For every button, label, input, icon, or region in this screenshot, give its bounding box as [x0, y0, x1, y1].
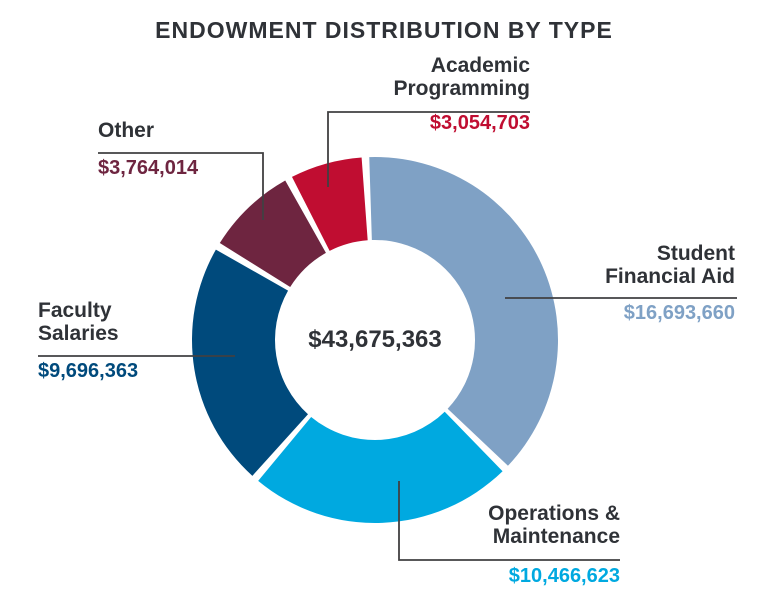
leader-line-academic-programming: [327, 111, 530, 187]
callout-label-line2: Maintenance: [492, 525, 620, 548]
callout-faculty-salaries: Faculty Salaries $9,696,363: [38, 299, 138, 382]
callout-value: $10,466,623: [508, 565, 620, 587]
callout-label-line2: Financial Aid: [605, 265, 735, 288]
donut-segment-operations_maintenance: [258, 411, 503, 524]
callout-value: $3,764,014: [98, 157, 199, 179]
callout-label: Student Financial Aid: [605, 242, 735, 288]
leader-line-other: [98, 152, 264, 220]
callout-value: $3,054,703: [429, 112, 530, 134]
callout-label-line2: Salaries: [38, 322, 119, 345]
callout-label-line1: Student: [656, 242, 735, 265]
donut-segment-academic_programming: [291, 157, 368, 251]
callout-label-line1: Other: [98, 119, 155, 142]
donut-segment-student_financial_aid: [369, 156, 558, 466]
leader-line-operations-maintenance: [398, 481, 620, 561]
chart-title: ENDOWMENT DISTRIBUTION BY TYPE: [155, 17, 613, 44]
callout-label: Other: [98, 119, 198, 142]
callout-label-line1: Operations &: [488, 502, 620, 525]
callout-label-line1: Academic: [430, 54, 530, 77]
callout-label: Faculty Salaries: [38, 299, 138, 345]
callout-label: Operations & Maintenance: [488, 502, 620, 548]
callout-academic-programming: Academic Programming $3,054,703: [393, 54, 530, 134]
callout-value: $9,696,363: [38, 360, 139, 382]
callout-student-financial-aid: Student Financial Aid $16,693,660: [605, 242, 735, 324]
callout-label-line2: Programming: [393, 77, 530, 100]
callout-label-line1: Faculty: [38, 299, 112, 322]
donut-center-total: $43,675,363: [308, 326, 442, 353]
donut-segments: [192, 156, 558, 524]
donut-segment-other: [219, 180, 326, 288]
callout-other: Other $3,764,014: [98, 119, 198, 179]
leader-lines: [38, 111, 737, 561]
donut-segment-faculty_salaries: [192, 249, 308, 476]
callout-label: Academic Programming: [393, 54, 530, 100]
callout-value: $16,693,660: [623, 302, 735, 324]
callout-operations-maintenance: Operations & Maintenance $10,466,623: [488, 502, 620, 587]
